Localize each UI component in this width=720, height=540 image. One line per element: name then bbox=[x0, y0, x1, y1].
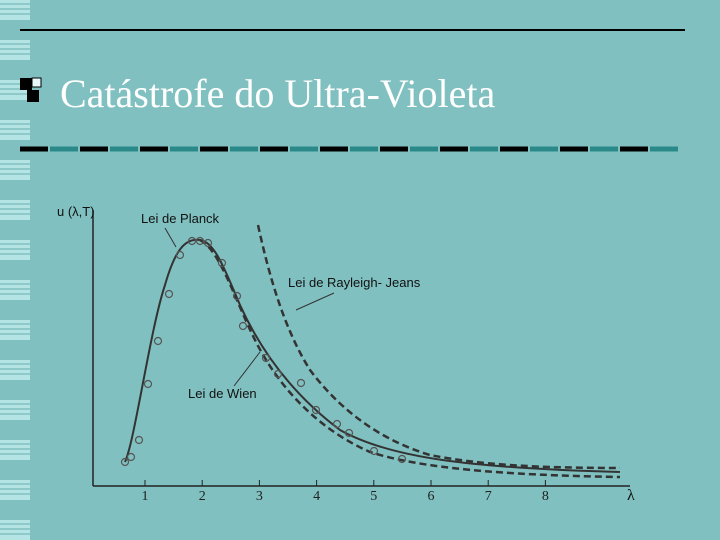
planck-curve bbox=[124, 238, 621, 473]
point-marker bbox=[203, 238, 213, 248]
slide-title: Catástrofe do Ultra-Violeta bbox=[60, 71, 495, 116]
leader-line bbox=[295, 292, 335, 311]
point-marker bbox=[195, 236, 205, 246]
point-marker bbox=[232, 291, 242, 301]
point-marker bbox=[126, 452, 136, 462]
point-marker bbox=[369, 446, 379, 456]
point-marker bbox=[217, 258, 227, 268]
annotation: Lei de Rayleigh- Jeans bbox=[288, 275, 421, 290]
measured-points bbox=[120, 236, 407, 467]
point-marker bbox=[153, 336, 163, 346]
point-marker bbox=[238, 321, 248, 331]
point-marker bbox=[397, 454, 407, 464]
x-tick-label: 1 bbox=[142, 489, 149, 504]
point-marker bbox=[273, 369, 283, 379]
x-tick-label: 5 bbox=[370, 489, 377, 504]
x-tick-label: 4 bbox=[313, 489, 320, 504]
title-bullet bbox=[20, 77, 42, 102]
annotation: Lei de Planck bbox=[141, 211, 220, 226]
point-marker bbox=[296, 378, 306, 388]
y-axis-label: u (λ,T) bbox=[57, 204, 95, 219]
leader-line bbox=[164, 227, 177, 248]
x-tick-label: 7 bbox=[485, 489, 492, 504]
point-marker bbox=[344, 428, 354, 438]
x-tick-label: 3 bbox=[256, 489, 263, 504]
point-marker bbox=[134, 435, 144, 445]
x-tick-label: 8 bbox=[542, 489, 549, 504]
figure: u (λ,T) λ Lei de Planck Lei de Rayleigh-… bbox=[57, 204, 635, 504]
point-marker bbox=[120, 457, 130, 467]
leader-line bbox=[233, 351, 261, 387]
x-tick-label: 6 bbox=[428, 489, 435, 504]
point-marker bbox=[164, 289, 174, 299]
point-marker bbox=[332, 419, 342, 429]
point-marker bbox=[187, 236, 197, 246]
point-marker bbox=[175, 250, 185, 260]
point-marker bbox=[143, 379, 153, 389]
rayleigh-jeans-curve bbox=[256, 224, 621, 470]
point-marker bbox=[311, 405, 321, 415]
annotation: Lei de Wien bbox=[188, 386, 257, 401]
point-marker bbox=[261, 353, 271, 363]
x-tick-label: 2 bbox=[199, 489, 206, 504]
x-axis-label: λ bbox=[627, 487, 635, 504]
